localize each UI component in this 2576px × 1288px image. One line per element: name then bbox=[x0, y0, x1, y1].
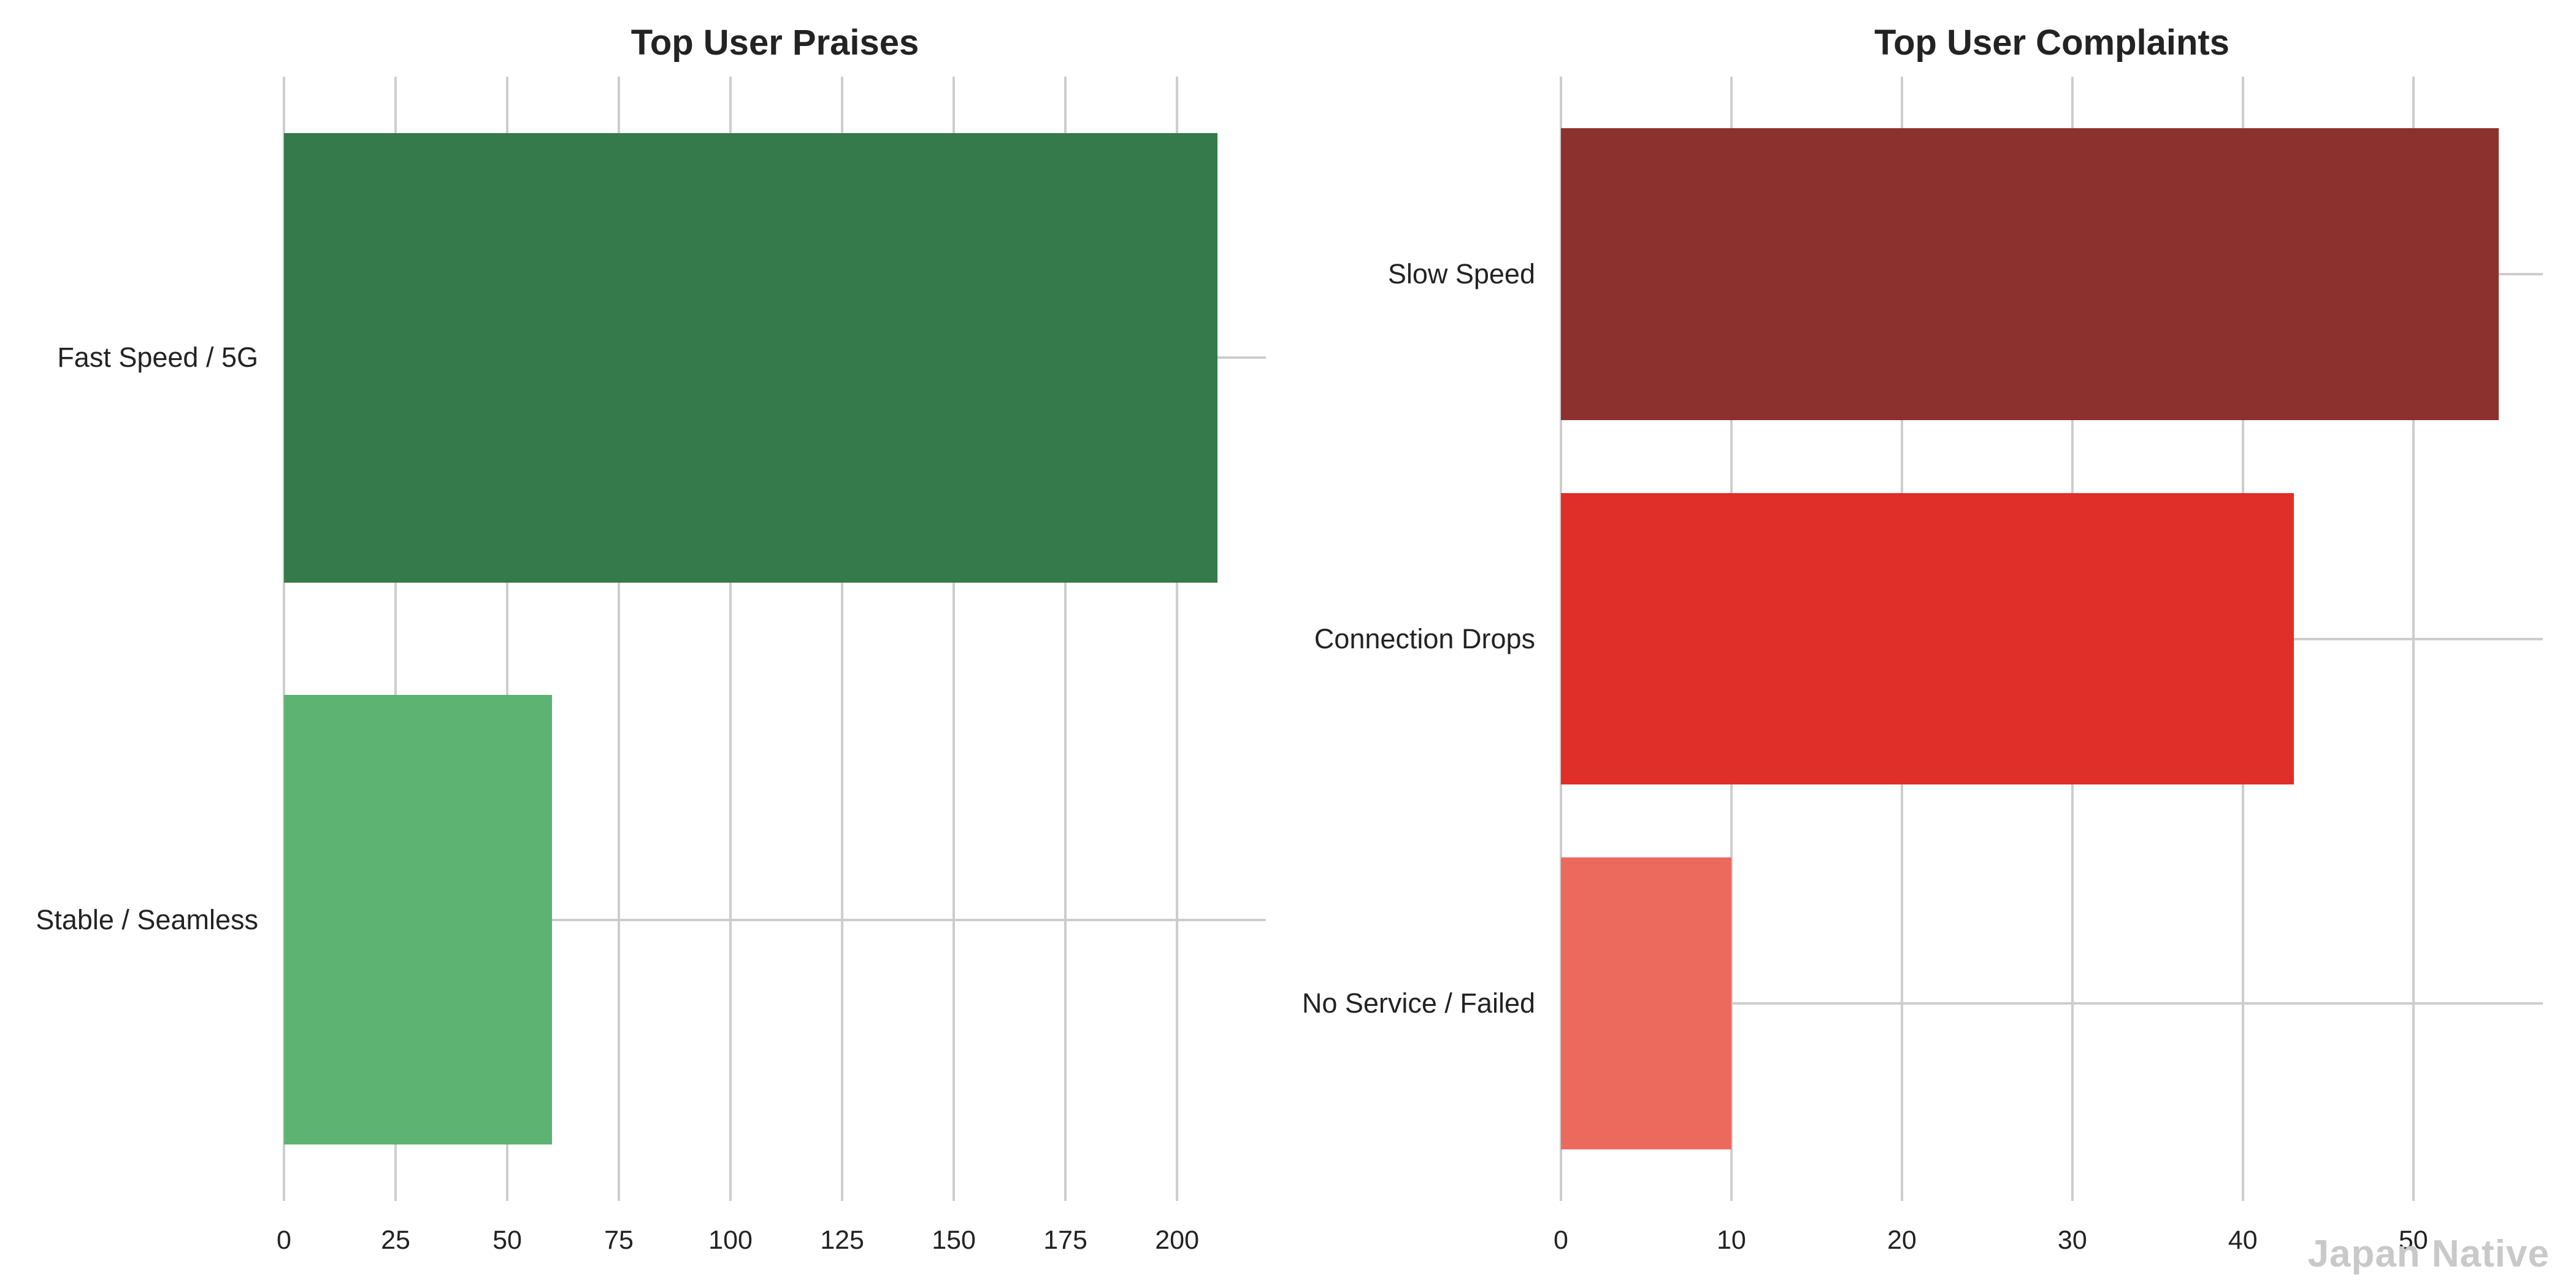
v-gridline bbox=[506, 77, 509, 1201]
bar bbox=[1561, 128, 2499, 420]
watermark: Japan Native bbox=[2307, 1233, 2550, 1275]
category-label: Stable / Seamless bbox=[36, 903, 258, 935]
x-tick-label: 200 bbox=[1155, 1225, 1199, 1255]
v-gridline bbox=[729, 77, 732, 1201]
bar bbox=[284, 132, 1217, 583]
v-gridline bbox=[1176, 77, 1179, 1201]
v-gridline bbox=[283, 77, 285, 1201]
category-label: Slow Speed bbox=[1387, 258, 1535, 290]
bar bbox=[1561, 493, 2294, 785]
v-gridline bbox=[953, 77, 956, 1201]
h-gridline bbox=[1561, 1002, 2543, 1005]
v-gridline bbox=[841, 77, 844, 1201]
bar bbox=[1561, 857, 1731, 1149]
praises-chart-title: Top User Praises bbox=[631, 23, 919, 63]
x-tick-label: 150 bbox=[932, 1225, 976, 1255]
x-tick-label: 125 bbox=[820, 1225, 864, 1255]
complaints-chart-title: Top User Complaints bbox=[1874, 23, 2229, 63]
x-tick-label: 0 bbox=[277, 1225, 291, 1255]
v-gridline bbox=[1064, 77, 1067, 1201]
h-gridline bbox=[284, 918, 1266, 921]
x-tick-label: 25 bbox=[381, 1225, 410, 1255]
x-tick-label: 175 bbox=[1043, 1225, 1087, 1255]
bar bbox=[284, 695, 552, 1145]
x-tick-label: 0 bbox=[1554, 1225, 1568, 1255]
x-tick-label: 100 bbox=[708, 1225, 753, 1255]
category-label: No Service / Failed bbox=[1301, 987, 1535, 1019]
x-tick-label: 75 bbox=[604, 1225, 634, 1255]
category-label: Fast Speed / 5G bbox=[57, 342, 258, 374]
x-tick-label: 20 bbox=[1887, 1225, 1917, 1255]
complaints-plot-area bbox=[1560, 77, 2543, 1201]
x-tick-label: 30 bbox=[2057, 1225, 2087, 1255]
category-label: Connection Drops bbox=[1314, 623, 1535, 654]
v-gridline bbox=[618, 77, 621, 1201]
praises-plot-area bbox=[283, 77, 1266, 1201]
v-gridline bbox=[394, 77, 397, 1201]
x-tick-label: 50 bbox=[493, 1225, 522, 1255]
x-tick-label: 50 bbox=[2398, 1225, 2428, 1255]
x-tick-label: 10 bbox=[1717, 1225, 1746, 1255]
x-tick-label: 40 bbox=[2228, 1225, 2258, 1255]
